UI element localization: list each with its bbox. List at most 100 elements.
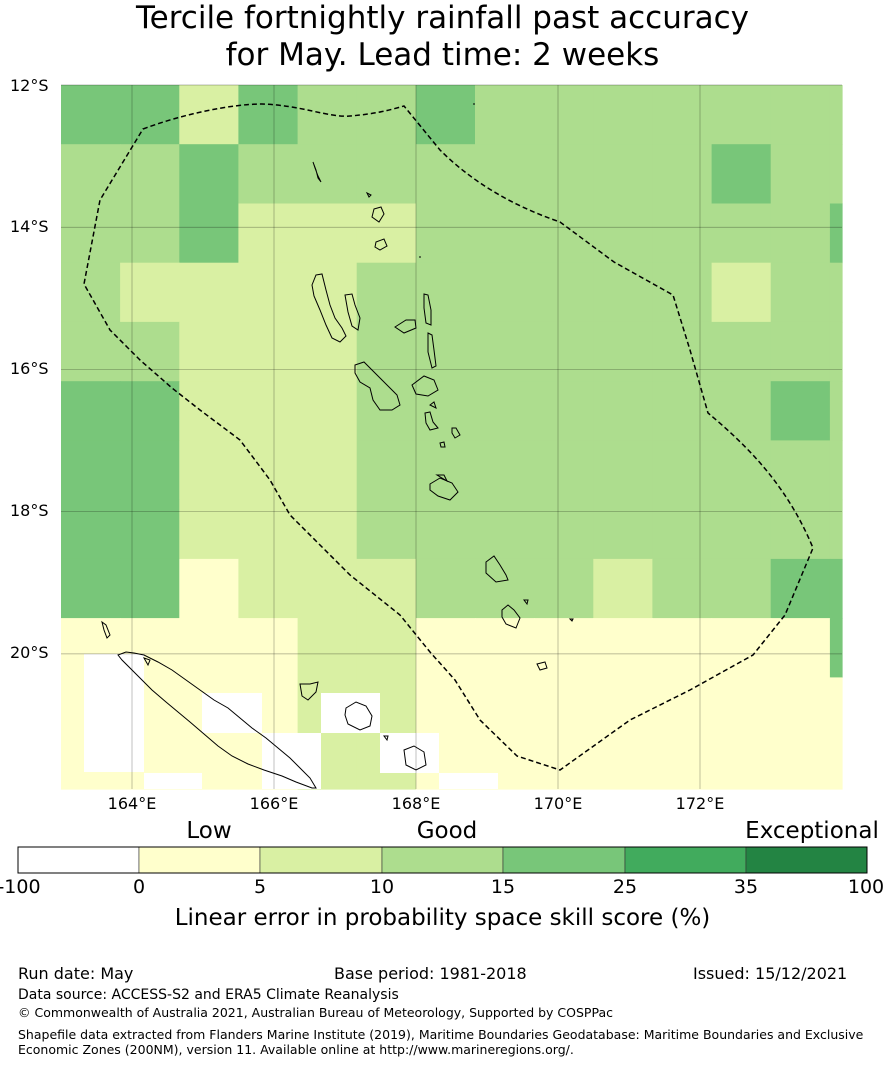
colorbar-segment xyxy=(624,846,747,874)
skill-cell xyxy=(120,321,180,382)
skill-cell xyxy=(534,381,594,441)
skill-cell xyxy=(593,262,653,323)
masked-cell xyxy=(144,773,202,789)
skill-cell xyxy=(711,85,772,145)
island-aneityum xyxy=(536,661,548,671)
skill-cell xyxy=(415,262,476,323)
skill-cell xyxy=(534,736,594,790)
island-mare xyxy=(403,745,427,771)
skill-cell xyxy=(61,144,121,204)
title-line-2: for May. Lead time: 2 weeks xyxy=(225,37,660,73)
skill-cell xyxy=(179,381,239,441)
skill-cell xyxy=(593,499,653,560)
legend-category-exceptional: Exceptional xyxy=(745,818,879,844)
skill-cell xyxy=(297,381,358,441)
colorbar-segment xyxy=(259,846,383,874)
skill-cell xyxy=(593,558,653,619)
skill-cell xyxy=(534,203,594,264)
island-tanna xyxy=(501,604,521,629)
skill-cell xyxy=(356,499,417,560)
skill-cell xyxy=(238,499,299,560)
skill-cell xyxy=(534,558,594,619)
skill-cell xyxy=(475,262,535,323)
skill-cell xyxy=(593,381,653,441)
base-period: Base period: 1981-2018 xyxy=(334,964,527,983)
eez-boundary xyxy=(83,103,814,771)
skill-cell xyxy=(475,677,535,738)
lat-label-16: 16°S xyxy=(10,359,49,378)
island-maewo xyxy=(423,293,432,326)
legend-category-good: Good xyxy=(416,818,478,844)
island-ambae xyxy=(394,319,417,334)
lat-label-20: 20°S xyxy=(10,643,49,662)
colorbar-segment xyxy=(138,846,261,874)
tick-label: 5 xyxy=(253,876,267,898)
tick-label: -100 xyxy=(0,876,41,898)
skill-cell xyxy=(534,262,594,323)
island xyxy=(451,427,461,439)
island xyxy=(365,191,372,198)
island xyxy=(429,401,437,409)
island-grande-terre xyxy=(117,651,317,789)
skill-cell xyxy=(711,440,772,501)
skill-cell xyxy=(179,262,239,323)
skill-cell xyxy=(415,203,476,264)
skill-cell xyxy=(61,558,121,619)
masked-cell xyxy=(202,693,262,733)
skill-cell xyxy=(593,618,653,678)
skill-cell xyxy=(534,440,594,501)
skill-cell xyxy=(770,736,831,790)
skill-cell xyxy=(829,618,843,678)
shapefile-credit-2: Economic Zones (200NM), version 11. Avai… xyxy=(18,1042,574,1057)
island xyxy=(383,735,389,742)
skill-cell xyxy=(120,381,180,441)
skill-cell xyxy=(238,85,299,145)
skill-cell xyxy=(179,618,239,678)
skill-cell xyxy=(711,381,772,441)
skill-cell xyxy=(711,144,772,204)
skill-cell xyxy=(356,262,417,323)
skill-cell xyxy=(238,262,299,323)
skill-cell xyxy=(475,203,535,264)
skill-cell xyxy=(475,618,535,678)
island-espiritu-santo xyxy=(311,273,347,343)
skill-cell xyxy=(238,558,299,619)
skill-cell xyxy=(61,203,121,264)
island xyxy=(101,620,111,639)
data-source: Data source: ACCESS-S2 and ERA5 Climate … xyxy=(18,987,399,1003)
skill-cell xyxy=(297,499,358,560)
skill-cell xyxy=(415,558,476,619)
skill-cell xyxy=(770,85,831,145)
skill-cell xyxy=(711,203,772,264)
skill-cell xyxy=(238,618,299,678)
colorbar-segment xyxy=(502,846,626,874)
skill-cell xyxy=(356,440,417,501)
skill-cell xyxy=(475,558,535,619)
skill-cell xyxy=(770,618,831,678)
skill-cell xyxy=(652,321,713,382)
skill-cell xyxy=(356,381,417,441)
skill-cell xyxy=(829,736,843,790)
skill-cell xyxy=(711,558,772,619)
skill-cell xyxy=(297,85,358,145)
skill-cell xyxy=(652,440,713,501)
skill-cell xyxy=(475,499,535,560)
tick-label: 10 xyxy=(369,876,395,898)
island-epi xyxy=(424,411,439,431)
island xyxy=(374,238,388,251)
skill-cell xyxy=(829,262,843,323)
skill-cell xyxy=(61,381,121,441)
skill-cell xyxy=(356,618,417,678)
skill-cell xyxy=(415,677,476,738)
skill-cell xyxy=(120,144,180,204)
island xyxy=(523,599,529,606)
skill-cell xyxy=(829,677,843,738)
skill-cell xyxy=(415,440,476,501)
skill-cell xyxy=(297,440,358,501)
skill-cell xyxy=(534,85,594,145)
colorbar-frame xyxy=(17,846,868,874)
shapefile-credit-1: Shapefile data extracted from Flanders M… xyxy=(18,1027,864,1042)
skill-cell xyxy=(593,321,653,382)
skill-cell xyxy=(770,321,831,382)
skill-cell xyxy=(652,499,713,560)
